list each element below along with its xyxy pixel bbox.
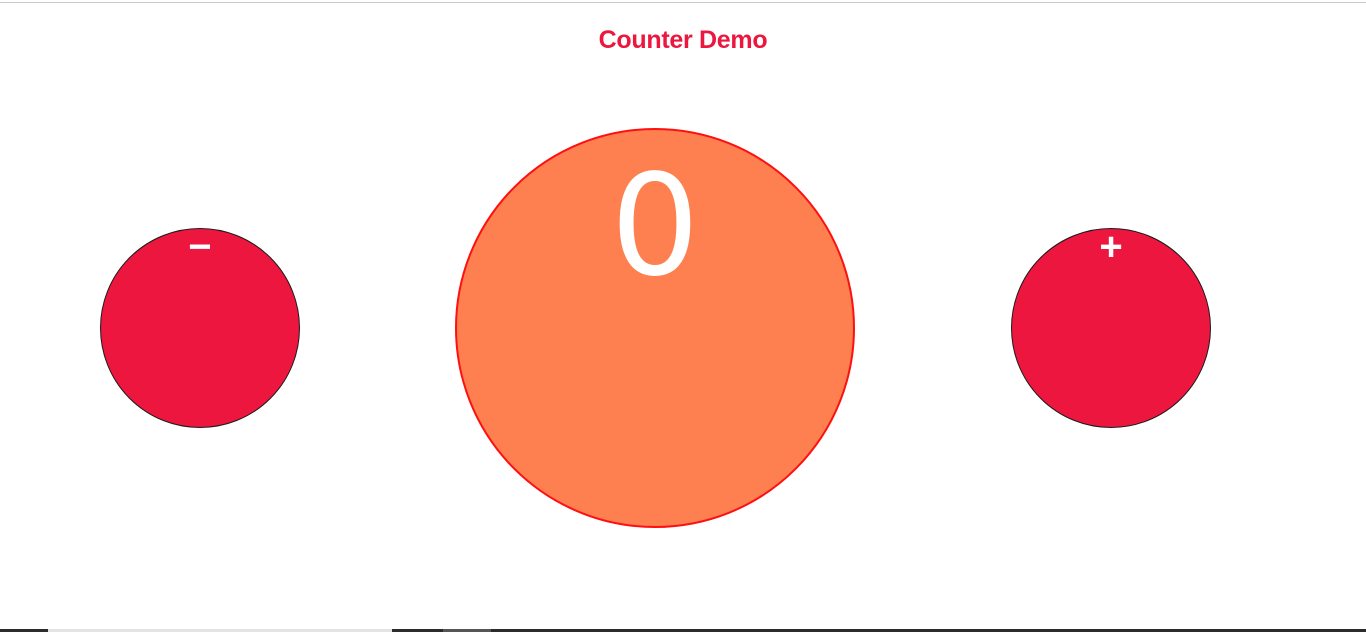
increment-button[interactable]: +: [1011, 225, 1211, 428]
counter-display: 0: [455, 128, 855, 528]
top-divider: [0, 2, 1366, 3]
plus-icon: +: [1099, 225, 1123, 269]
minus-icon: −: [188, 225, 212, 269]
counter-value: 0: [610, 145, 700, 308]
taskbar-strip: [0, 629, 1366, 632]
taskbar-item[interactable]: [48, 629, 392, 632]
taskbar-item[interactable]: [443, 629, 491, 632]
decrement-button[interactable]: −: [100, 225, 300, 428]
page-title: Counter Demo: [598, 26, 768, 54]
